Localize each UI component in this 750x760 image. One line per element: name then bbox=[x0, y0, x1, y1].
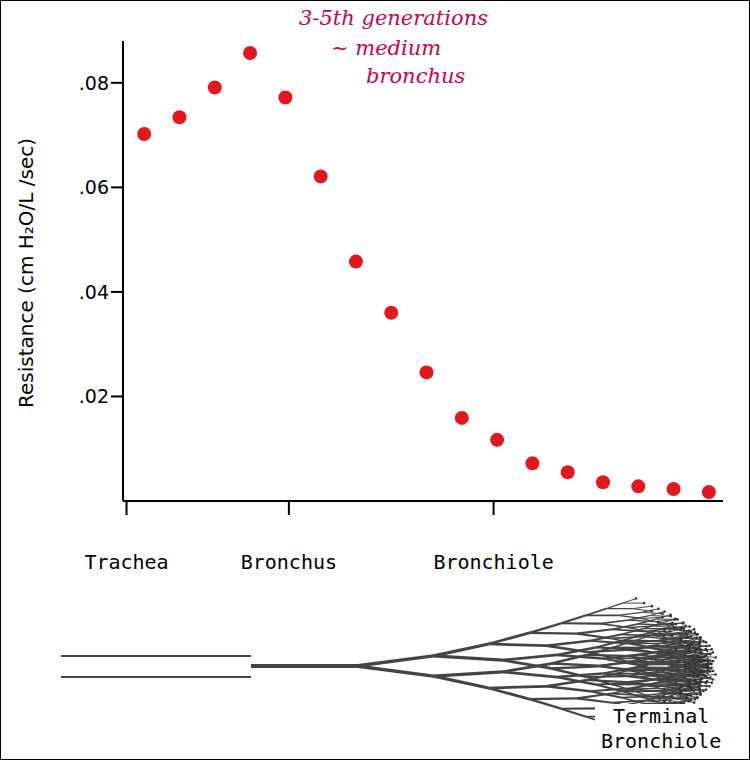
svg-text:Terminal: Terminal bbox=[613, 704, 709, 728]
svg-text:.04: .04 bbox=[79, 281, 109, 303]
svg-text:bronchus: bronchus bbox=[366, 64, 465, 88]
svg-text:.08: .08 bbox=[79, 72, 109, 94]
svg-text:Bronchiole: Bronchiole bbox=[601, 729, 721, 753]
svg-text:Resistance (cm H₂O/L /sec): Resistance (cm H₂O/L /sec) bbox=[14, 138, 38, 408]
svg-text:.02: .02 bbox=[79, 385, 109, 407]
svg-text:.06: .06 bbox=[79, 176, 109, 198]
svg-text:Bronchiole: Bronchiole bbox=[433, 550, 553, 574]
svg-text:3-5th generations: 3-5th generations bbox=[299, 6, 488, 30]
svg-text:Bronchus: Bronchus bbox=[241, 550, 337, 574]
svg-text:~ medium: ~ medium bbox=[331, 36, 441, 60]
svg-text:Trachea: Trachea bbox=[84, 550, 168, 574]
